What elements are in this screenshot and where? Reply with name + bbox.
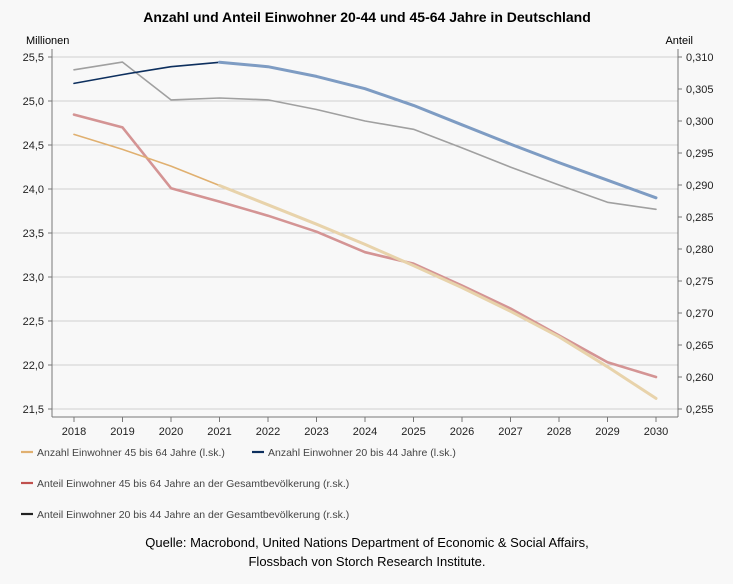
left-tick-label: 24,5 xyxy=(23,140,44,152)
x-tick-label: 2030 xyxy=(644,426,668,438)
right-tick-label: 0,300 xyxy=(686,116,714,128)
series-anteil-20-44 xyxy=(73,61,657,211)
x-tick-label: 2028 xyxy=(547,426,571,438)
series-lines xyxy=(72,60,658,400)
legend-label: Anzahl Einwohner 20 bis 44 Jahre (l.sk.) xyxy=(268,447,456,459)
gridlines xyxy=(52,56,678,410)
right-tick-label: 0,270 xyxy=(686,308,714,320)
x-tick-label: 2018 xyxy=(62,426,86,438)
left-tick-label: 23,5 xyxy=(23,228,44,240)
right-axis-label: Anteil xyxy=(665,35,693,47)
right-tick-label: 0,265 xyxy=(686,340,714,352)
x-tick-label: 2021 xyxy=(207,426,231,438)
legend-label: Anteil Einwohner 20 bis 44 Jahre an der … xyxy=(37,509,349,521)
left-tick-label: 22,5 xyxy=(23,316,44,328)
left-tick-label: 21,5 xyxy=(23,404,44,416)
left-tick-label: 25,0 xyxy=(23,96,44,108)
left-tick-label: 25,5 xyxy=(23,52,44,64)
source-line-2: Flossbach von Storch Research Institute. xyxy=(248,554,485,569)
x-tick-label: 2019 xyxy=(110,426,134,438)
right-tick-label: 0,310 xyxy=(686,52,714,64)
series-anzahl-45-64-projection xyxy=(218,184,658,400)
x-tick-label: 2020 xyxy=(159,426,183,438)
series-anzahl-45-64-historic xyxy=(73,133,221,187)
x-tick-label: 2026 xyxy=(450,426,474,438)
x-tick-label: 2029 xyxy=(595,426,619,438)
right-tick-label: 0,275 xyxy=(686,276,714,288)
x-tick-label: 2024 xyxy=(353,426,377,438)
x-tick-label: 2023 xyxy=(304,426,328,438)
left-axis-label: Millionen xyxy=(26,35,69,47)
right-tick-label: 0,280 xyxy=(686,244,714,256)
x-tick-label: 2022 xyxy=(256,426,280,438)
right-tick-label: 0,305 xyxy=(686,84,714,96)
source-line-1: Quelle: Macrobond, United Nations Depart… xyxy=(145,535,588,550)
right-tick-label: 0,290 xyxy=(686,180,714,192)
legend-label: Anzahl Einwohner 45 bis 64 Jahre (l.sk.) xyxy=(37,447,225,459)
legend: Anzahl Einwohner 45 bis 64 Jahre (l.sk.)… xyxy=(21,447,456,521)
series-anzahl-20-44-historic xyxy=(73,61,221,85)
left-tick-label: 24,0 xyxy=(23,184,44,196)
legend-label: Anteil Einwohner 45 bis 64 Jahre an der … xyxy=(37,478,349,490)
axes: 25,5 25,0 24,5 24,0 23,5 23,0 22,5 22,0 21,5 0,31… xyxy=(23,49,714,438)
right-tick-label: 0,285 xyxy=(686,212,714,224)
x-tick-label: 2027 xyxy=(498,426,522,438)
chart-title: Anzahl und Anteil Einwohner 20-44 und 45… xyxy=(143,9,591,25)
right-tick-label: 0,255 xyxy=(686,404,714,416)
right-tick-label: 0,295 xyxy=(686,148,714,160)
right-tick-label: 0,260 xyxy=(686,372,714,384)
x-tick-label: 2025 xyxy=(401,426,425,438)
series-anzahl-20-44-projection xyxy=(218,60,658,200)
left-tick-label: 22,0 xyxy=(23,360,44,372)
left-tick-label: 23,0 xyxy=(23,272,44,284)
